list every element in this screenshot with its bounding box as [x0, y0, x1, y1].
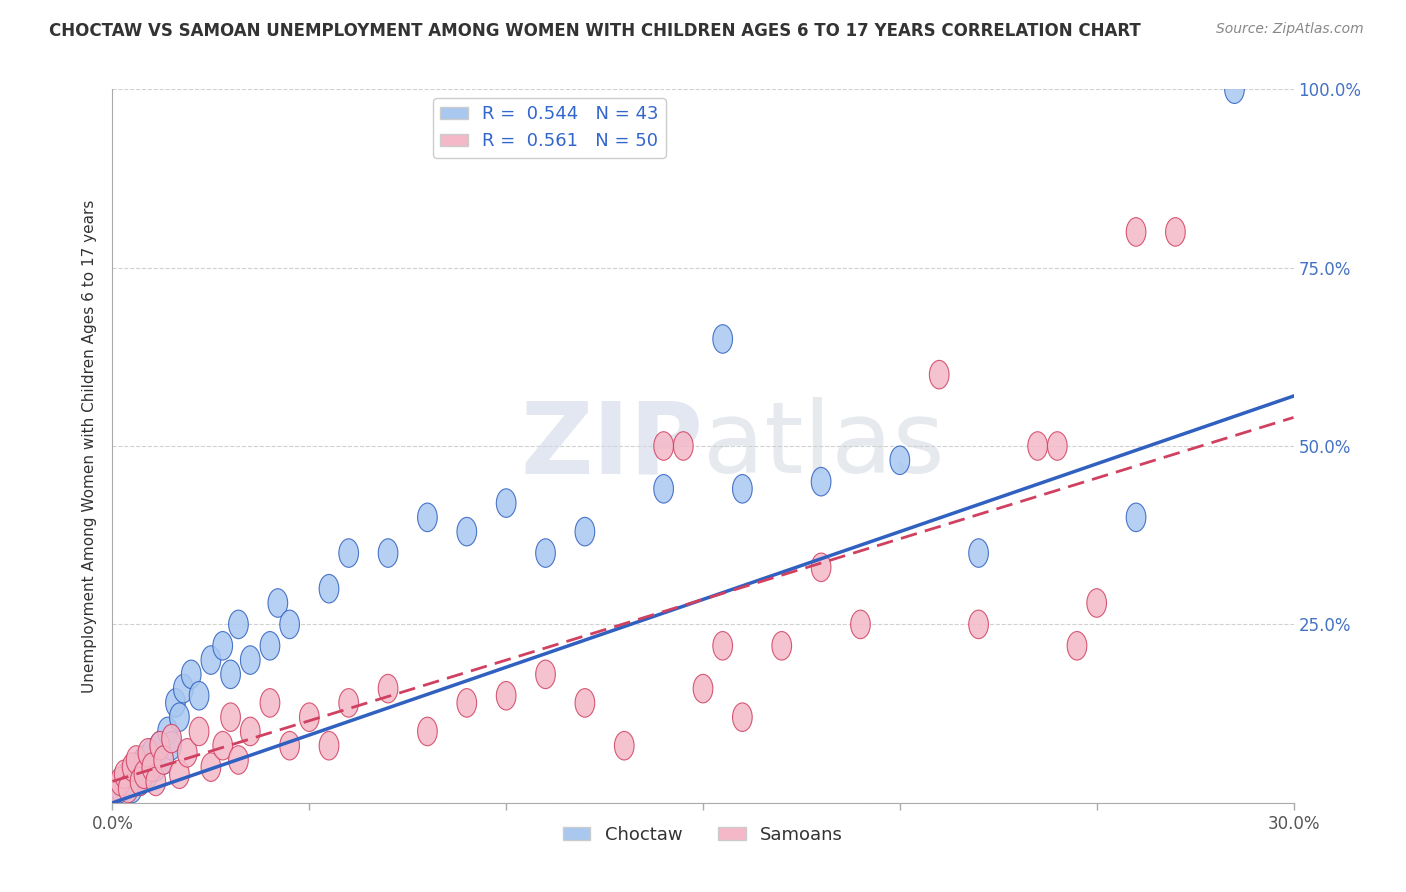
Ellipse shape [260, 632, 280, 660]
Ellipse shape [173, 674, 193, 703]
Ellipse shape [122, 753, 142, 781]
Ellipse shape [162, 731, 181, 760]
Ellipse shape [457, 689, 477, 717]
Ellipse shape [1126, 503, 1146, 532]
Ellipse shape [134, 746, 153, 774]
Ellipse shape [536, 539, 555, 567]
Ellipse shape [166, 689, 186, 717]
Ellipse shape [269, 589, 288, 617]
Ellipse shape [811, 467, 831, 496]
Ellipse shape [339, 689, 359, 717]
Ellipse shape [240, 646, 260, 674]
Ellipse shape [339, 539, 359, 567]
Ellipse shape [107, 774, 127, 803]
Ellipse shape [240, 717, 260, 746]
Ellipse shape [190, 681, 209, 710]
Ellipse shape [654, 475, 673, 503]
Ellipse shape [229, 746, 249, 774]
Ellipse shape [851, 610, 870, 639]
Ellipse shape [378, 539, 398, 567]
Ellipse shape [118, 774, 138, 803]
Ellipse shape [733, 703, 752, 731]
Ellipse shape [614, 731, 634, 760]
Text: CHOCTAW VS SAMOAN UNEMPLOYMENT AMONG WOMEN WITH CHILDREN AGES 6 TO 17 YEARS CORR: CHOCTAW VS SAMOAN UNEMPLOYMENT AMONG WOM… [49, 22, 1140, 40]
Ellipse shape [1225, 75, 1244, 103]
Ellipse shape [122, 774, 142, 803]
Ellipse shape [280, 610, 299, 639]
Ellipse shape [221, 703, 240, 731]
Ellipse shape [536, 660, 555, 689]
Ellipse shape [299, 703, 319, 731]
Ellipse shape [378, 674, 398, 703]
Ellipse shape [131, 767, 150, 796]
Ellipse shape [969, 539, 988, 567]
Ellipse shape [111, 774, 131, 803]
Ellipse shape [1047, 432, 1067, 460]
Ellipse shape [114, 760, 134, 789]
Ellipse shape [929, 360, 949, 389]
Ellipse shape [212, 632, 232, 660]
Legend: Choctaw, Samoans: Choctaw, Samoans [555, 819, 851, 851]
Ellipse shape [319, 574, 339, 603]
Ellipse shape [1126, 218, 1146, 246]
Ellipse shape [201, 753, 221, 781]
Y-axis label: Unemployment Among Women with Children Ages 6 to 17 years: Unemployment Among Women with Children A… [82, 199, 97, 693]
Ellipse shape [457, 517, 477, 546]
Ellipse shape [118, 760, 138, 789]
Ellipse shape [134, 760, 153, 789]
Ellipse shape [575, 689, 595, 717]
Ellipse shape [138, 739, 157, 767]
Ellipse shape [713, 632, 733, 660]
Ellipse shape [1028, 432, 1047, 460]
Ellipse shape [654, 432, 673, 460]
Ellipse shape [772, 632, 792, 660]
Ellipse shape [153, 746, 173, 774]
Ellipse shape [811, 553, 831, 582]
Ellipse shape [713, 325, 733, 353]
Ellipse shape [221, 660, 240, 689]
Ellipse shape [146, 767, 166, 796]
Ellipse shape [150, 731, 170, 760]
Ellipse shape [138, 760, 157, 789]
Ellipse shape [319, 731, 339, 760]
Ellipse shape [153, 746, 173, 774]
Ellipse shape [260, 689, 280, 717]
Ellipse shape [733, 475, 752, 503]
Ellipse shape [693, 674, 713, 703]
Ellipse shape [177, 739, 197, 767]
Text: ZIP: ZIP [520, 398, 703, 494]
Ellipse shape [1166, 218, 1185, 246]
Ellipse shape [280, 731, 299, 760]
Ellipse shape [190, 717, 209, 746]
Ellipse shape [142, 739, 162, 767]
Ellipse shape [157, 717, 177, 746]
Text: Source: ZipAtlas.com: Source: ZipAtlas.com [1216, 22, 1364, 37]
Ellipse shape [418, 717, 437, 746]
Ellipse shape [212, 731, 232, 760]
Ellipse shape [201, 646, 221, 674]
Ellipse shape [673, 432, 693, 460]
Ellipse shape [150, 731, 170, 760]
Ellipse shape [142, 753, 162, 781]
Ellipse shape [496, 681, 516, 710]
Ellipse shape [418, 503, 437, 532]
Ellipse shape [111, 767, 131, 796]
Ellipse shape [114, 767, 134, 796]
Ellipse shape [969, 610, 988, 639]
Ellipse shape [170, 703, 190, 731]
Ellipse shape [229, 610, 249, 639]
Ellipse shape [146, 753, 166, 781]
Ellipse shape [575, 517, 595, 546]
Ellipse shape [181, 660, 201, 689]
Ellipse shape [496, 489, 516, 517]
Ellipse shape [127, 753, 146, 781]
Ellipse shape [1067, 632, 1087, 660]
Ellipse shape [170, 760, 190, 789]
Ellipse shape [131, 767, 150, 796]
Text: atlas: atlas [703, 398, 945, 494]
Ellipse shape [1087, 589, 1107, 617]
Ellipse shape [127, 746, 146, 774]
Ellipse shape [890, 446, 910, 475]
Ellipse shape [162, 724, 181, 753]
